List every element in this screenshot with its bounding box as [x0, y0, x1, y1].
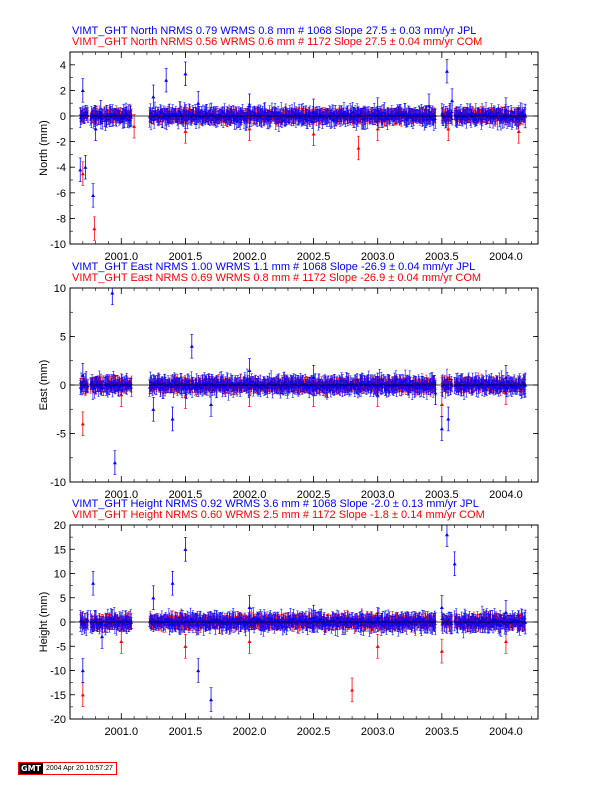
x-tick-label: 2003.5: [425, 251, 459, 263]
data-point: [356, 146, 361, 150]
data-point: [182, 109, 186, 113]
y-axis-label: North (mm): [38, 120, 50, 176]
data-point: [247, 127, 252, 131]
y-tick-label: -10: [50, 239, 66, 251]
data-point: [251, 110, 254, 113]
data-point: [164, 78, 169, 82]
data-point: [93, 127, 98, 131]
x-tick-label: 2002.5: [297, 251, 331, 263]
x-tick-label: 2003.0: [361, 251, 395, 263]
data-point: [223, 111, 227, 114]
data-point: [290, 108, 294, 112]
data-point: [183, 71, 188, 76]
x-tick-label: 2002.0: [233, 251, 267, 263]
data-point: [132, 124, 137, 128]
y-tick-label: -8: [56, 213, 66, 225]
data-point: [261, 109, 265, 113]
panel-header-line: VIMT_GHT North NRMS 0.56 WRMS 0.6 mm # 1…: [72, 36, 482, 48]
data-point: [289, 115, 293, 118]
data-point: [311, 109, 316, 113]
data-point: [310, 119, 314, 123]
data-point: [503, 107, 508, 112]
data-point: [375, 127, 380, 131]
y-tick-label: -4: [56, 162, 66, 174]
x-tick-label: 2001.5: [169, 251, 203, 263]
data-point: [450, 98, 455, 103]
panel-north: VIMT_GHT North NRMS 0.79 WRMS 0.8 mm # 1…: [38, 25, 539, 263]
x-tick-label: 2004.0: [489, 251, 523, 263]
data-point: [279, 112, 283, 115]
plot-frame: [69, 51, 539, 245]
data-point: [78, 167, 83, 172]
y-tick-label: -6: [56, 188, 66, 200]
data-point: [516, 129, 521, 133]
data-point: [92, 226, 97, 231]
data-point: [247, 103, 252, 108]
data-point: [183, 129, 188, 133]
data-point: [80, 171, 85, 176]
data-point: [311, 132, 316, 136]
data-point: [450, 117, 454, 120]
y-tick-label: 0: [60, 111, 66, 123]
data-point: [130, 116, 133, 119]
panel-east: VIMT_GHT East NRMS 1.00 WRMS 1.1 mm # 10…: [38, 261, 539, 501]
data-point: [98, 110, 103, 114]
data-point: [91, 193, 96, 197]
data-point: [220, 116, 223, 120]
data-point: [427, 103, 432, 108]
data-point: [381, 118, 385, 122]
data-point: [444, 69, 449, 73]
data-point: [83, 165, 88, 169]
y-tick-label: 4: [60, 60, 66, 72]
data-point: [151, 95, 156, 99]
data-point: [80, 88, 85, 92]
data-layer: [78, 288, 528, 475]
y-tick-label: 2: [60, 85, 66, 97]
data-point: [254, 111, 258, 115]
panel-header-line: VIMT_GHT East NRMS 1.00 WRMS 1.1 mm # 10…: [72, 261, 475, 273]
data-point: [446, 127, 451, 131]
panel-header-line: VIMT_GHT East NRMS 0.69 WRMS 0.8 mm # 11…: [72, 272, 481, 284]
y-tick-label: -2: [56, 137, 66, 149]
data-point: [196, 101, 201, 105]
data-layer: [78, 59, 528, 241]
data-point: [434, 117, 437, 121]
panel-header-line: VIMT_GHT North NRMS 0.79 WRMS 0.8 mm # 1…: [72, 25, 476, 37]
x-tick-label: 2001.0: [104, 251, 138, 263]
data-point: [260, 116, 264, 119]
series-jpl: [78, 59, 528, 208]
data-point: [375, 107, 380, 112]
data-point: [385, 117, 389, 120]
